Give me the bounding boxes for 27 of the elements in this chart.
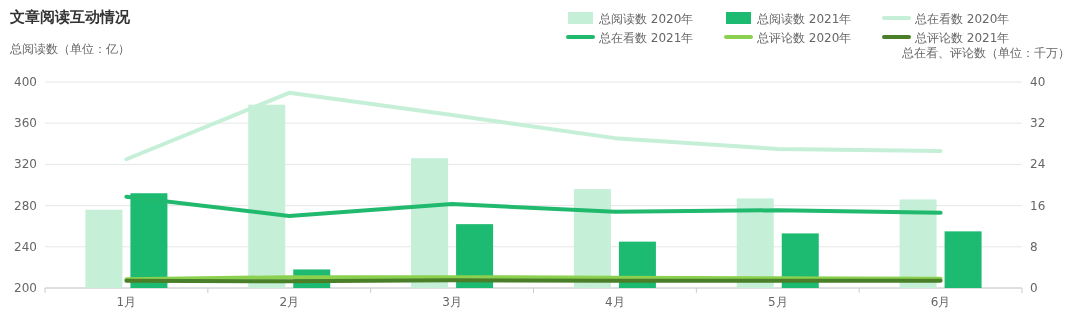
y-tick-label: 320 bbox=[14, 157, 37, 172]
chart-title: 文章阅读互动情况 bbox=[9, 8, 131, 26]
x-tick-label: 4月 bbox=[605, 295, 625, 309]
x-tick-label: 6月 bbox=[930, 295, 951, 309]
y2-axis-title: 总在看、评论数（单位：千万） bbox=[901, 46, 1070, 60]
y-tick-label: 400 bbox=[14, 75, 37, 89]
y2-tick-label: 16 bbox=[1030, 198, 1046, 213]
y-tick-label: 280 bbox=[14, 198, 37, 213]
legend-label: 总阅读数 2020年 bbox=[598, 12, 694, 26]
legend-label: 总阅读数 2021年 bbox=[756, 12, 852, 26]
x-tick-label: 3月 bbox=[442, 295, 462, 309]
y2-tick-label: 8 bbox=[1030, 239, 1038, 254]
y-tick-label: 200 bbox=[14, 281, 37, 295]
y2-tick-label: 0 bbox=[1030, 281, 1038, 295]
legend-label: 总评论数 2021年 bbox=[914, 31, 1010, 45]
legend-label: 总在看数 2021年 bbox=[598, 31, 694, 45]
x-tick-label: 2月 bbox=[279, 295, 300, 309]
y-tick-label: 360 bbox=[14, 116, 37, 131]
x-tick-label: 5月 bbox=[767, 295, 788, 309]
y2-tick-label: 32 bbox=[1030, 116, 1046, 131]
y-tick-label: 240 bbox=[14, 239, 37, 254]
legend-label: 总评论数 2020年 bbox=[756, 31, 852, 45]
y2-tick-label: 40 bbox=[1030, 75, 1046, 89]
x-tick-label: 1月 bbox=[116, 295, 137, 309]
legend-label: 总在看数 2020年 bbox=[914, 12, 1010, 26]
y2-tick-label: 24 bbox=[1030, 157, 1046, 172]
y-axis-title: 总阅读数（单位：亿） bbox=[9, 42, 130, 56]
